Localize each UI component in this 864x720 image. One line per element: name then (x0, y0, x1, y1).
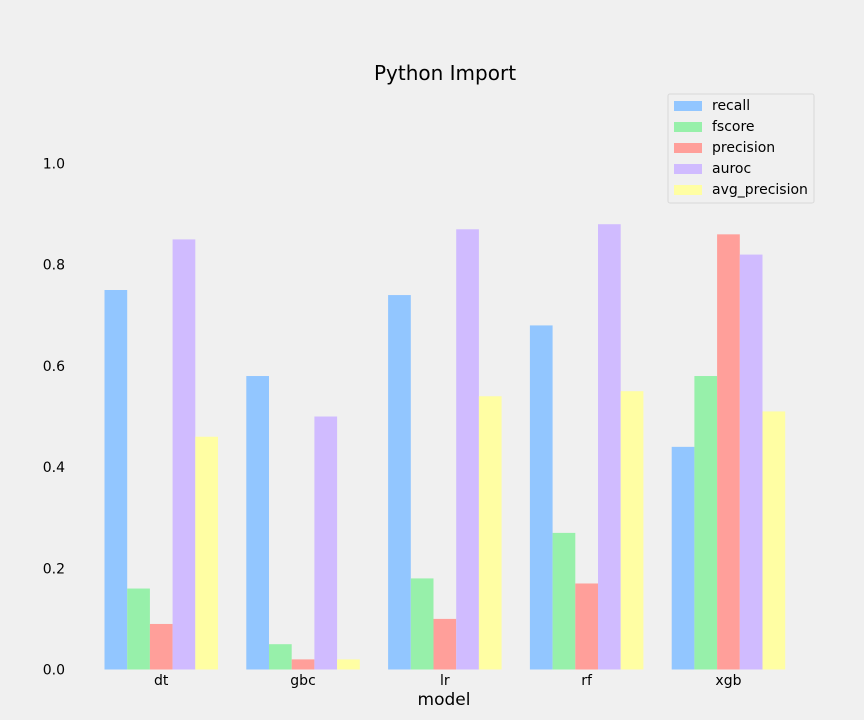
x-tick-label-lr: lr (440, 673, 450, 689)
legend: recall fscore precision auroc avg_precision (667, 93, 815, 204)
x-tick-label-rf: rf (581, 673, 593, 689)
bar-auroc-gbc (314, 416, 338, 670)
bar-recall-xgb (671, 446, 695, 670)
x-tick-labels: dt gbc lr rf xgb (154, 673, 742, 689)
bar-precision-gbc (291, 659, 315, 670)
legend-label-recall: recall (712, 98, 750, 114)
bar-recall-lr (388, 295, 411, 670)
bar-precision-lr (433, 618, 457, 670)
legend-swatch-fscore (674, 122, 702, 132)
y-tick-label: 0.8 (43, 258, 65, 274)
legend-swatch-avg_precision (674, 185, 702, 195)
bar-recall-gbc (246, 376, 269, 670)
y-tick-label: 0.0 (43, 663, 65, 679)
legend-swatch-precision (674, 143, 702, 153)
legend-label-fscore: fscore (712, 119, 755, 135)
bar-recall-dt (104, 290, 128, 670)
bar-fscore-gbc (269, 644, 292, 670)
bar-precision-rf (575, 583, 598, 670)
bar-avg_precision-dt (195, 436, 218, 670)
legend-box (667, 93, 815, 204)
x-tick-label-dt: dt (154, 673, 169, 689)
legend-swatch-recall (674, 101, 702, 111)
y-tick-labels: 0.0 0.2 0.4 0.6 0.8 1.0 (43, 157, 65, 679)
bar-recall-rf (529, 325, 553, 670)
legend-label-precision: precision (712, 140, 775, 156)
bar-auroc-dt (172, 239, 196, 670)
y-tick-label: 0.6 (43, 359, 65, 375)
bar-fscore-rf (552, 532, 576, 670)
chart-title: Python Import (374, 61, 516, 85)
bars-group (104, 224, 786, 670)
x-axis-label: model (418, 690, 471, 710)
y-tick-label: 0.2 (43, 561, 65, 577)
bar-auroc-xgb (739, 254, 763, 670)
legend-label-avg_precision: avg_precision (712, 182, 808, 198)
bar-avg_precision-lr (478, 396, 502, 670)
bar-avg_precision-rf (620, 391, 644, 670)
y-tick-label: 0.4 (43, 460, 65, 476)
x-tick-label-gbc: gbc (290, 673, 315, 689)
bar-avg_precision-xgb (762, 411, 786, 670)
bar-precision-xgb (717, 234, 740, 670)
bar-auroc-lr (456, 229, 479, 670)
bar-fscore-xgb (694, 376, 718, 670)
legend-label-auroc: auroc (712, 161, 751, 177)
bar-avg_precision-gbc (337, 659, 360, 670)
bar-fscore-dt (127, 588, 150, 670)
bar-precision-dt (149, 623, 173, 670)
bar-fscore-lr (410, 578, 434, 670)
legend-swatch-auroc (674, 164, 702, 174)
x-tick-label-xgb: xgb (715, 673, 741, 689)
y-tick-label: 1.0 (43, 157, 65, 173)
bar-auroc-rf (598, 224, 621, 670)
